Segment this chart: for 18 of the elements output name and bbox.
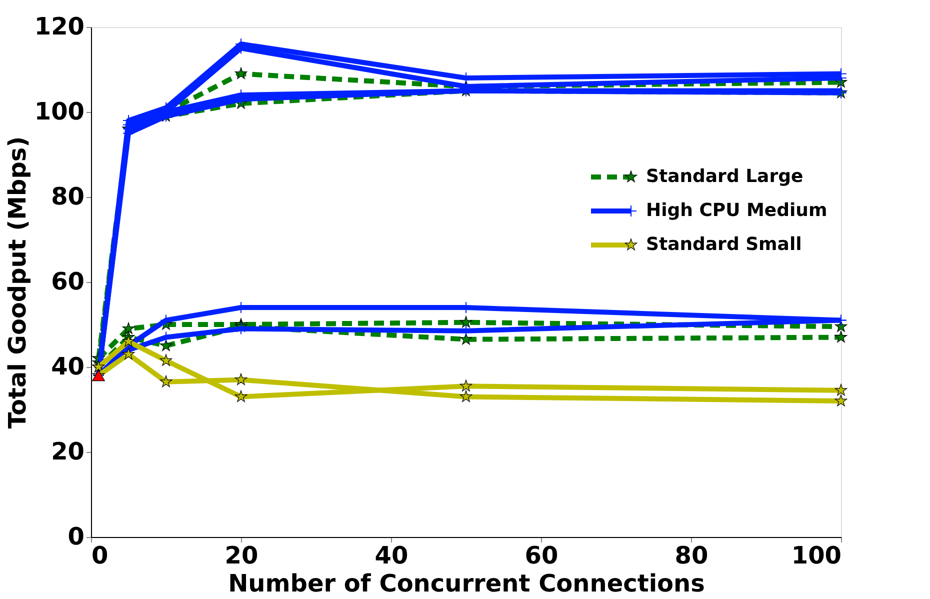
y-tick-label: 100 (34, 98, 84, 126)
x-tick-label: 40 (374, 542, 408, 570)
legend-label: High CPU Medium (646, 200, 828, 221)
x-tick-label: 20 (224, 542, 258, 570)
y-axis-title: Total Goodput (Mbps) (3, 136, 32, 429)
x-tick-label: 100 (791, 542, 842, 570)
y-tick-label: 40 (51, 352, 84, 380)
y-tick-label: 120 (34, 12, 84, 40)
x-tick-label: 60 (524, 542, 558, 570)
legend-label: Standard Large (646, 166, 804, 187)
y-tick-label: 80 (51, 182, 84, 210)
legend-label: Standard Small (646, 234, 802, 255)
y-tick-label: 0 (68, 522, 84, 550)
y-tick-label: 60 (51, 268, 84, 296)
y-tick-label: 20 (51, 438, 84, 466)
x-axis-title: Number of Concurrent Connections (228, 570, 705, 598)
x-tick-label: 0 (92, 542, 108, 570)
x-tick-label: 80 (674, 542, 708, 570)
